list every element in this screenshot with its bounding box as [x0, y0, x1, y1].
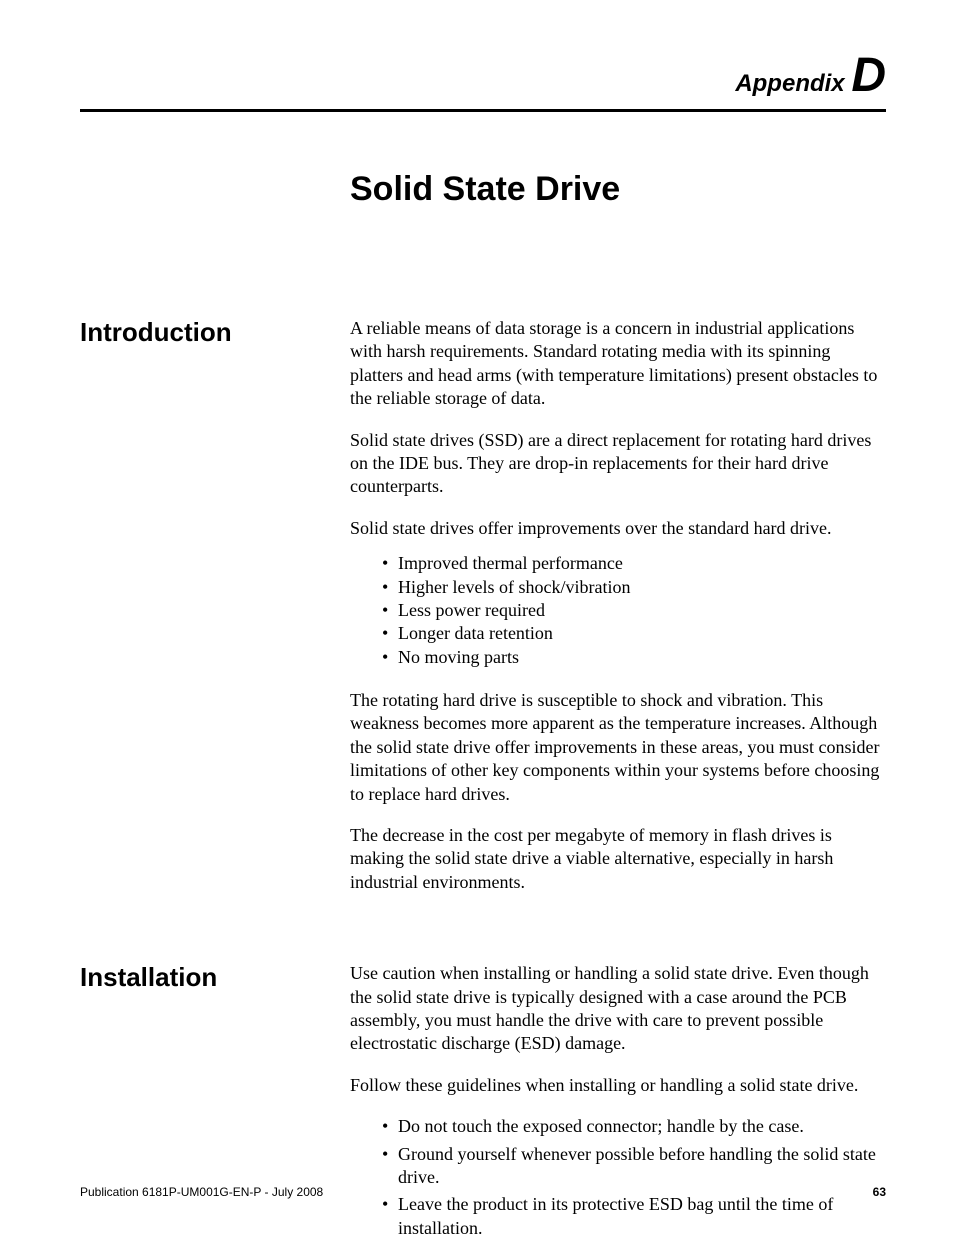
paragraph: The decrease in the cost per megabyte of… [350, 824, 886, 894]
list-item: Longer data retention [382, 622, 886, 645]
page-title: Solid State Drive [350, 170, 886, 209]
footer-publication: Publication 6181P-UM001G-EN-P - July 200… [80, 1185, 323, 1199]
list-item: No moving parts [382, 646, 886, 669]
list-item: Higher levels of shock/vibration [382, 576, 886, 599]
list-item: Less power required [382, 599, 886, 622]
page-footer: Publication 6181P-UM001G-EN-P - July 200… [80, 1185, 886, 1199]
appendix-word: Appendix [735, 70, 851, 97]
paragraph: A reliable means of data storage is a co… [350, 317, 886, 411]
footer-page-number: 63 [873, 1185, 886, 1199]
section-heading: Introduction [80, 317, 350, 912]
list-item: Do not touch the exposed connector; hand… [382, 1115, 886, 1138]
paragraph: Use caution when installing or handling … [350, 962, 886, 1056]
section-body: Use caution when installing or handling … [350, 962, 886, 1260]
section: IntroductionA reliable means of data sto… [80, 317, 886, 912]
section-heading: Installation [80, 962, 350, 1260]
paragraph: Solid state drives (SSD) are a direct re… [350, 429, 886, 499]
bullet-list: Improved thermal performanceHigher level… [350, 552, 886, 669]
appendix-header: Appendix D [80, 48, 886, 103]
appendix-letter: D [851, 49, 886, 102]
paragraph: Solid state drives offer improvements ov… [350, 517, 886, 540]
list-item: Ground yourself whenever possible before… [382, 1143, 886, 1190]
list-item: Improved thermal performance [382, 552, 886, 575]
header-rule [80, 109, 886, 112]
paragraph: Follow these guidelines when installing … [350, 1074, 886, 1097]
bullet-list: Do not touch the exposed connector; hand… [350, 1115, 886, 1240]
section: InstallationUse caution when installing … [80, 962, 886, 1260]
section-body: A reliable means of data storage is a co… [350, 317, 886, 912]
paragraph: The rotating hard drive is susceptible t… [350, 689, 886, 806]
list-item: Leave the product in its protective ESD … [382, 1193, 886, 1240]
